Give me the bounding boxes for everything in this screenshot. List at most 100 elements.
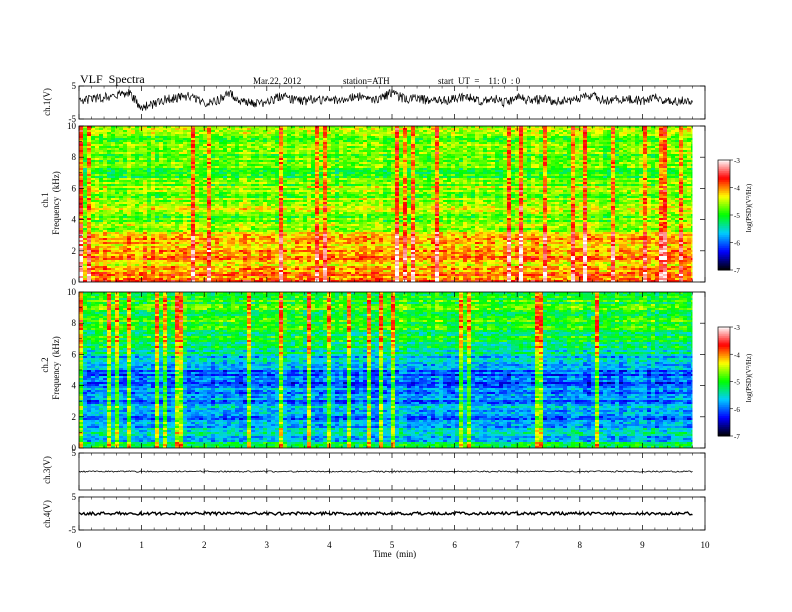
heatmap-cell bbox=[183, 168, 187, 170]
heatmap-cell bbox=[251, 170, 255, 172]
heatmap-cell bbox=[419, 138, 423, 140]
heatmap-cell bbox=[543, 142, 547, 144]
heatmap-cell bbox=[447, 138, 451, 140]
heatmap-cell bbox=[187, 182, 191, 184]
heatmap-cell bbox=[135, 184, 139, 186]
heatmap-cell bbox=[499, 170, 503, 172]
heatmap-cell bbox=[247, 130, 251, 132]
heatmap-cell bbox=[339, 184, 343, 186]
heatmap-cell bbox=[411, 184, 415, 186]
heatmap-cell bbox=[235, 190, 239, 192]
heatmap-cell bbox=[627, 164, 631, 166]
heatmap-cell bbox=[523, 142, 527, 144]
heatmap-cell bbox=[519, 158, 523, 160]
heatmap-cell bbox=[643, 156, 647, 158]
heatmap-cell bbox=[535, 148, 539, 150]
heatmap-cell bbox=[243, 138, 247, 140]
heatmap-cell bbox=[235, 182, 239, 184]
heatmap-cell bbox=[303, 126, 307, 128]
heatmap-cell bbox=[531, 164, 535, 166]
heatmap-cell bbox=[375, 188, 379, 190]
heatmap-cell bbox=[347, 146, 351, 148]
heatmap-cell bbox=[587, 162, 591, 164]
heatmap-cell bbox=[351, 170, 355, 172]
heatmap-cell bbox=[619, 180, 623, 182]
heatmap-cell bbox=[275, 134, 279, 136]
heatmap-cell bbox=[591, 134, 595, 136]
heatmap-cell bbox=[507, 152, 511, 154]
heatmap-cell bbox=[563, 138, 567, 140]
heatmap-cell bbox=[443, 174, 447, 176]
heatmap-cell bbox=[423, 176, 427, 178]
heatmap-cell bbox=[403, 188, 407, 190]
heatmap-cell bbox=[247, 134, 251, 136]
heatmap-cell bbox=[607, 162, 611, 164]
heatmap-cell bbox=[219, 152, 223, 154]
heatmap-cell bbox=[287, 138, 291, 140]
heatmap-cell bbox=[627, 182, 631, 184]
heatmap-cell bbox=[99, 174, 103, 176]
heatmap-cell bbox=[187, 176, 191, 178]
heatmap-cell bbox=[175, 158, 179, 160]
heatmap-cell bbox=[435, 152, 439, 154]
heatmap-cell bbox=[503, 156, 507, 158]
heatmap-cell bbox=[495, 156, 499, 158]
heatmap-cell bbox=[303, 146, 307, 148]
heatmap-cell bbox=[367, 166, 371, 168]
heatmap-cell bbox=[307, 132, 311, 134]
heatmap-cell bbox=[155, 142, 159, 144]
heatmap-cell bbox=[683, 158, 687, 160]
heatmap-cell bbox=[331, 134, 335, 136]
heatmap-cell bbox=[391, 126, 395, 128]
heatmap-cell bbox=[263, 132, 267, 134]
heatmap-cell bbox=[343, 126, 347, 128]
heatmap-cell bbox=[623, 138, 627, 140]
heatmap-cell bbox=[567, 148, 571, 150]
heatmap-cell bbox=[215, 146, 219, 148]
heatmap-cell bbox=[383, 178, 387, 180]
heatmap-cell bbox=[183, 150, 187, 152]
heatmap-cell bbox=[295, 174, 299, 176]
heatmap-cell bbox=[543, 180, 547, 182]
heatmap-cell bbox=[87, 166, 91, 168]
heatmap-cell bbox=[275, 166, 279, 168]
heatmap-cell bbox=[175, 128, 179, 130]
heatmap-cell bbox=[607, 150, 611, 152]
heatmap-cell bbox=[415, 142, 419, 144]
heatmap-cell bbox=[691, 188, 693, 190]
heatmap-cell bbox=[415, 174, 419, 176]
heatmap-cell bbox=[275, 180, 279, 182]
heatmap-cell bbox=[643, 136, 647, 138]
heatmap-cell bbox=[539, 164, 543, 166]
heatmap-cell bbox=[415, 158, 419, 160]
heatmap-cell bbox=[111, 174, 115, 176]
heatmap-cell bbox=[503, 142, 507, 144]
heatmap-cell bbox=[363, 130, 367, 132]
heatmap-cell bbox=[179, 138, 183, 140]
heatmap-cell bbox=[563, 174, 567, 176]
heatmap-cell bbox=[451, 178, 455, 180]
heatmap-cell bbox=[351, 172, 355, 174]
heatmap-cell bbox=[231, 140, 235, 142]
heatmap-cell bbox=[135, 172, 139, 174]
heatmap-cell bbox=[327, 136, 331, 138]
heatmap-cell bbox=[555, 180, 559, 182]
heatmap-cell bbox=[583, 128, 587, 130]
heatmap-cell bbox=[647, 156, 651, 158]
heatmap-cell bbox=[411, 160, 415, 162]
heatmap-cell bbox=[667, 186, 671, 188]
heatmap-cell bbox=[371, 132, 375, 134]
heatmap-cell bbox=[267, 156, 271, 158]
heatmap-cell bbox=[175, 162, 179, 164]
heatmap-cell bbox=[687, 170, 691, 172]
heatmap-cell bbox=[427, 186, 431, 188]
heatmap-cell bbox=[303, 144, 307, 146]
heatmap-cell bbox=[567, 158, 571, 160]
heatmap-cell bbox=[391, 138, 395, 140]
heatmap-cell bbox=[475, 138, 479, 140]
heatmap-cell bbox=[275, 136, 279, 138]
heatmap-cell bbox=[415, 140, 419, 142]
heatmap-cell bbox=[531, 126, 535, 128]
heatmap-cell bbox=[119, 158, 123, 160]
heatmap-cell bbox=[375, 172, 379, 174]
